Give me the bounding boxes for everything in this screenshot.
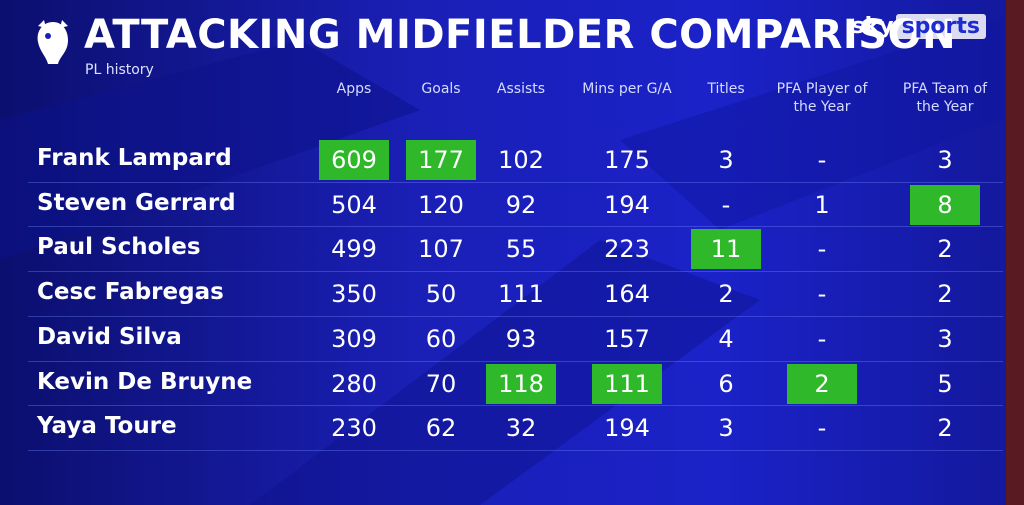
cell: 6 xyxy=(718,369,734,398)
cell: 55 xyxy=(505,235,537,264)
cell: 2 xyxy=(937,414,953,443)
subtitle: PL history xyxy=(85,62,154,78)
column-header: PFA Team of the Year xyxy=(902,81,988,115)
cell: 4 xyxy=(718,324,734,353)
column-header: Goals xyxy=(421,81,461,97)
column-header: Apps xyxy=(336,81,372,97)
brand-product: sports xyxy=(895,14,986,39)
player-name: Cesc Fabregas xyxy=(37,279,224,306)
player-name: Kevin De Bruyne xyxy=(37,368,253,395)
cell: 280 xyxy=(331,369,377,398)
row-separator xyxy=(28,360,1003,362)
cell: 499 xyxy=(331,235,377,264)
column-header: PFA Player of the Year xyxy=(776,81,868,115)
cell: 3 xyxy=(937,324,953,353)
cell: 2 xyxy=(787,363,857,404)
cell: 111 xyxy=(592,363,662,404)
cell: 3 xyxy=(718,414,734,443)
cell: 3 xyxy=(937,146,953,174)
brand-name: sky xyxy=(851,14,894,39)
cell: 175 xyxy=(604,146,650,174)
cell: 93 xyxy=(505,324,537,353)
cell: 92 xyxy=(505,190,537,219)
column-header: Assists xyxy=(496,81,546,97)
cell: 350 xyxy=(331,280,377,309)
row-separator xyxy=(28,405,1003,407)
cell: - xyxy=(817,324,827,353)
player-name: Steven Gerrard xyxy=(37,189,236,216)
cell: 8 xyxy=(910,184,980,225)
cell: 609 xyxy=(319,140,389,180)
player-name: Yaya Toure xyxy=(37,413,177,440)
cell: - xyxy=(817,414,827,443)
column-header: Titles xyxy=(707,81,745,97)
cell: 194 xyxy=(604,414,650,443)
cell: 120 xyxy=(418,190,464,219)
cell: 5 xyxy=(937,369,953,398)
cell: - xyxy=(817,280,827,309)
player-name: Paul Scholes xyxy=(37,234,201,261)
cell: 230 xyxy=(331,414,377,443)
cell: - xyxy=(817,235,827,264)
cell: 50 xyxy=(425,280,457,309)
cell: 60 xyxy=(425,324,457,353)
row-separator xyxy=(28,181,1003,183)
brand: sky sports xyxy=(851,14,986,39)
cell: 111 xyxy=(498,280,544,309)
cell: 194 xyxy=(604,190,650,219)
cell: 118 xyxy=(486,363,556,404)
row-separator xyxy=(28,449,1003,451)
cell: 2 xyxy=(937,280,953,309)
cell: 223 xyxy=(604,235,650,264)
cell: 102 xyxy=(498,146,544,174)
cell: 2 xyxy=(937,235,953,264)
title: ATTACKING MIDFIELDER COMPARISON xyxy=(84,12,957,58)
cell: 177 xyxy=(406,140,476,180)
cell: 11 xyxy=(691,229,761,270)
league-logo xyxy=(37,20,68,64)
cell: 157 xyxy=(604,324,650,353)
cell: 32 xyxy=(505,414,537,443)
cell: 2 xyxy=(718,280,734,309)
panel: ATTACKING MIDFIELDER COMPARISON PL histo… xyxy=(18,0,1006,505)
cell: 504 xyxy=(331,190,377,219)
cell: 1 xyxy=(814,190,830,219)
row-separator xyxy=(28,271,1003,273)
cell: 3 xyxy=(718,146,734,174)
cell: 107 xyxy=(418,235,464,264)
cell: 70 xyxy=(425,369,457,398)
player-name: Frank Lampard xyxy=(37,145,232,171)
cell: 309 xyxy=(331,324,377,353)
column-header: Mins per G/A xyxy=(582,81,672,97)
cell: - xyxy=(817,146,827,174)
cell: 62 xyxy=(425,414,457,443)
row-separator xyxy=(28,315,1003,317)
cell: - xyxy=(721,190,731,219)
cell: 164 xyxy=(604,280,650,309)
player-name: David Silva xyxy=(37,323,182,350)
row-separator xyxy=(28,226,1003,228)
